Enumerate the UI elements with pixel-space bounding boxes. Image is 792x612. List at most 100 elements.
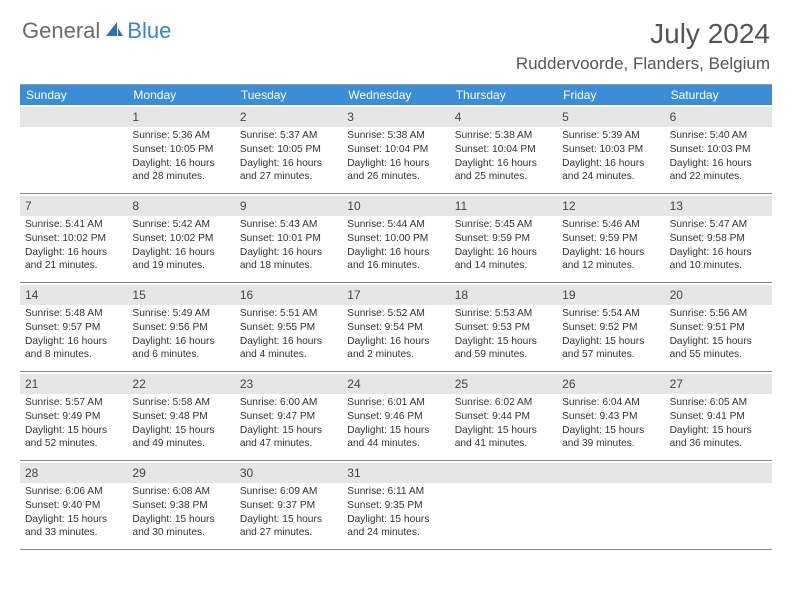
day-number-bar: 24 [342,374,449,394]
sunset-line: Sunset: 10:05 PM [132,143,229,157]
weekday-header: Sunday [20,85,127,105]
daylight-line: Daylight: 16 hours and 25 minutes. [455,157,552,185]
day-number: 22 [132,377,145,391]
daylight-line: Daylight: 16 hours and 2 minutes. [347,335,444,363]
day-cell: 8Sunrise: 5:42 AMSunset: 10:02 PMDayligh… [127,194,234,282]
day-cell [665,461,772,549]
day-cell: 1Sunrise: 5:36 AMSunset: 10:05 PMDayligh… [127,105,234,193]
day-number: 19 [562,288,575,302]
day-number: 16 [240,288,253,302]
sunrise-line: Sunrise: 5:38 AM [455,129,552,143]
sunrise-line: Sunrise: 5:53 AM [455,307,552,321]
day-number-bar: 9 [235,196,342,216]
day-number-bar: 29 [127,463,234,483]
sunset-line: Sunset: 9:37 PM [240,499,337,513]
sunrise-line: Sunrise: 5:36 AM [132,129,229,143]
daylight-line: Daylight: 15 hours and 41 minutes. [455,424,552,452]
sunset-line: Sunset: 9:53 PM [455,321,552,335]
daylight-line: Daylight: 15 hours and 33 minutes. [25,513,122,541]
weekday-header: Tuesday [235,85,342,105]
day-number-bar: 3 [342,107,449,127]
sunrise-line: Sunrise: 5:38 AM [347,129,444,143]
page-header: General Blue July 2024 Ruddervoorde, Fla… [0,0,792,78]
sunset-line: Sunset: 9:44 PM [455,410,552,424]
day-cell: 27Sunrise: 6:05 AMSunset: 9:41 PMDayligh… [665,372,772,460]
day-number-bar: 10 [342,196,449,216]
weekday-header: Friday [557,85,664,105]
day-cell: 13Sunrise: 5:47 AMSunset: 9:58 PMDayligh… [665,194,772,282]
sunset-line: Sunset: 9:41 PM [670,410,767,424]
day-number: 24 [347,377,360,391]
day-cell: 21Sunrise: 5:57 AMSunset: 9:49 PMDayligh… [20,372,127,460]
day-number [562,466,565,480]
day-number-bar: 18 [450,285,557,305]
day-number [455,466,458,480]
day-number-bar: 1 [127,107,234,127]
day-cell: 10Sunrise: 5:44 AMSunset: 10:00 PMDaylig… [342,194,449,282]
daylight-line: Daylight: 16 hours and 8 minutes. [25,335,122,363]
day-number: 21 [25,377,38,391]
day-number: 8 [132,199,139,213]
sunset-line: Sunset: 10:04 PM [347,143,444,157]
sunset-line: Sunset: 9:35 PM [347,499,444,513]
day-number-bar [665,463,772,483]
day-number-bar: 14 [20,285,127,305]
daylight-line: Daylight: 15 hours and 30 minutes. [132,513,229,541]
sunset-line: Sunset: 10:00 PM [347,232,444,246]
day-cell: 31Sunrise: 6:11 AMSunset: 9:35 PMDayligh… [342,461,449,549]
weekday-header: Monday [127,85,234,105]
sunset-line: Sunset: 9:54 PM [347,321,444,335]
daylight-line: Daylight: 15 hours and 59 minutes. [455,335,552,363]
day-number: 6 [670,110,677,124]
day-number: 31 [347,466,360,480]
sunrise-line: Sunrise: 5:56 AM [670,307,767,321]
day-number: 5 [562,110,569,124]
sunset-line: Sunset: 10:02 PM [25,232,122,246]
day-number-bar: 6 [665,107,772,127]
day-number: 2 [240,110,247,124]
day-number-bar: 19 [557,285,664,305]
day-number-bar: 27 [665,374,772,394]
sunrise-line: Sunrise: 5:57 AM [25,396,122,410]
daylight-line: Daylight: 16 hours and 10 minutes. [670,246,767,274]
sunrise-line: Sunrise: 5:44 AM [347,218,444,232]
sunrise-line: Sunrise: 6:00 AM [240,396,337,410]
sunrise-line: Sunrise: 5:40 AM [670,129,767,143]
daylight-line: Daylight: 15 hours and 55 minutes. [670,335,767,363]
day-cell: 3 Sunrise: 5:38 AMSunset: 10:04 PMDayligh… [342,105,449,193]
sunset-line: Sunset: 9:40 PM [25,499,122,513]
daylight-line: Daylight: 15 hours and 52 minutes. [25,424,122,452]
week-row: 1 Sunrise: 5:36 AMSunset: 10:05 PM Dayligh… [20,105,772,194]
day-number: 13 [670,199,683,213]
day-number-bar: 25 [450,374,557,394]
day-number-bar: 15 [127,285,234,305]
day-cell: 17Sunrise: 5:52 AMSunset: 9:54 PMDayligh… [342,283,449,371]
day-number-bar [20,107,127,127]
sunset-line: Sunset: 9:55 PM [240,321,337,335]
day-number: 26 [562,377,575,391]
sunset-line: Sunset: 10:03 PM [562,143,659,157]
day-number: 25 [455,377,468,391]
day-number: 18 [455,288,468,302]
day-cell: 11Sunrise: 5:45 AMSunset: 9:59 PMDayligh… [450,194,557,282]
daylight-line: Daylight: 16 hours and 21 minutes. [25,246,122,274]
sunrise-line: Sunrise: 5:58 AM [132,396,229,410]
daylight-line: Daylight: 16 hours and 26 minutes. [347,157,444,185]
daylight-line: Daylight: 16 hours and 27 minutes. [240,157,337,185]
day-cell: 14Sunrise: 5:48 AMSunset: 9:57 PMDayligh… [20,283,127,371]
day-cell: 28Sunrise: 6:06 AMSunset: 9:40 PMDayligh… [20,461,127,549]
day-cell: 24Sunrise: 6:01 AMSunset: 9:46 PMDayligh… [342,372,449,460]
day-number [25,110,28,124]
sunrise-line: Sunrise: 5:39 AM [562,129,659,143]
day-number: 10 [347,199,360,213]
day-cell: 2Sunrise: 5:37 AMSunset: 10:05 PMDayligh… [235,105,342,193]
day-number-bar [450,463,557,483]
sunrise-line: Sunrise: 6:01 AM [347,396,444,410]
sunrise-line: Sunrise: 5:54 AM [562,307,659,321]
sunset-line: Sunset: 9:38 PM [132,499,229,513]
sunrise-line: Sunrise: 6:02 AM [455,396,552,410]
day-number: 1 [132,110,139,124]
day-number-bar: 23 [235,374,342,394]
day-number: 12 [562,199,575,213]
day-number: 11 [455,199,467,213]
